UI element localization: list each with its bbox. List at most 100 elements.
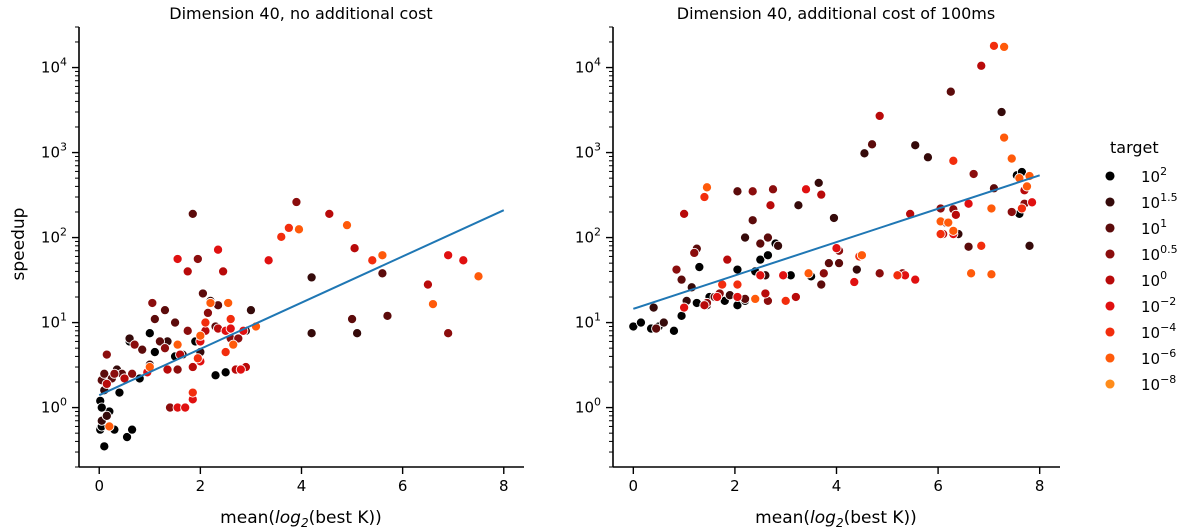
data-point — [473, 271, 484, 282]
data-point — [996, 106, 1007, 118]
legend-marker — [1104, 352, 1116, 364]
data-point — [202, 307, 213, 318]
legend-label-base: 10 — [1141, 168, 1160, 186]
left-x-tick-label: 2 — [196, 477, 206, 495]
y-tick-base: 10 — [575, 314, 594, 332]
legend-label: 102 — [1141, 165, 1167, 186]
data-point — [220, 347, 231, 358]
legend-label-exponent: 1.5 — [1160, 191, 1178, 204]
data-point — [306, 272, 317, 283]
data-point — [99, 368, 110, 379]
data-point — [220, 367, 231, 378]
data-point — [755, 254, 766, 265]
legend-label: 101 — [1141, 217, 1167, 238]
data-point — [427, 299, 439, 310]
legend-label-exponent: −8 — [1160, 373, 1176, 386]
left-x-tick-label: 8 — [499, 477, 509, 495]
data-point — [1024, 240, 1035, 251]
y-tick-exponent: 3 — [60, 141, 67, 154]
legend-label: 10−2 — [1141, 295, 1176, 316]
left-x-tick-label: 6 — [398, 477, 408, 495]
data-point — [170, 317, 181, 328]
data-point — [651, 323, 662, 334]
legend-label: 10−4 — [1141, 321, 1176, 342]
data-point — [101, 410, 112, 421]
y-tick-exponent: 1 — [594, 311, 601, 324]
data-point — [159, 305, 171, 316]
data-point — [831, 243, 842, 254]
data-point — [816, 279, 827, 290]
data-point — [306, 328, 317, 339]
data-point — [101, 349, 112, 360]
data-point — [210, 370, 221, 381]
data-point — [732, 186, 743, 197]
data-point — [750, 293, 761, 304]
data-point — [147, 297, 158, 309]
legend-label: 10−8 — [1141, 373, 1176, 394]
data-point — [676, 274, 687, 285]
data-point — [443, 328, 454, 339]
data-point — [849, 276, 860, 288]
right-y-tick-label: 100 — [575, 396, 601, 417]
y-tick-base: 10 — [41, 399, 60, 417]
data-point — [377, 250, 388, 261]
data-point — [127, 424, 138, 435]
y-tick-base: 10 — [575, 144, 594, 162]
data-point — [443, 250, 454, 261]
left-chart-title: Dimension 40, no additional cost — [169, 4, 432, 23]
data-point — [195, 330, 206, 341]
data-point — [101, 378, 112, 389]
data-point — [658, 317, 669, 328]
data-point — [762, 250, 773, 261]
right-x-axis-label-prefix: mean( — [755, 508, 810, 528]
data-point — [828, 212, 840, 224]
legend-label-exponent: −4 — [1160, 321, 1176, 334]
legend-label-base: 10 — [1141, 246, 1160, 264]
data-point — [935, 229, 946, 240]
data-point — [780, 295, 791, 306]
data-point — [910, 140, 921, 151]
data-point — [1006, 206, 1017, 218]
left-y-tick-label: 102 — [41, 226, 67, 247]
left-x-axis-label-log: log — [275, 508, 301, 528]
data-point — [367, 255, 378, 266]
right-x-tick-label: 8 — [1035, 477, 1045, 495]
data-point — [732, 291, 743, 303]
legend-label-exponent: 0 — [1160, 269, 1167, 282]
left-x-tick-label: 4 — [297, 477, 307, 495]
right-x-axis-label-log: log — [810, 508, 836, 528]
data-point — [767, 184, 779, 195]
y-tick-base: 10 — [575, 229, 594, 247]
right-x-tick-label: 4 — [832, 477, 842, 495]
data-point — [182, 266, 193, 277]
legend-label-exponent: 0.5 — [1160, 243, 1178, 256]
data-point — [291, 196, 302, 208]
y-tick-exponent: 2 — [594, 226, 601, 239]
data-point — [180, 402, 191, 413]
data-point — [377, 268, 388, 279]
data-point — [816, 189, 827, 200]
data-point — [635, 317, 646, 328]
left-x-axis-label-suffix: (best K)) — [309, 508, 382, 528]
right-y-tick-label: 104 — [575, 56, 601, 77]
data-point — [245, 305, 256, 316]
data-point — [382, 310, 393, 321]
data-point — [793, 200, 804, 211]
data-point — [712, 291, 723, 303]
legend-title: target — [1110, 138, 1159, 157]
right-x-tick-label: 0 — [629, 477, 639, 495]
legend-label-exponent: 1 — [1160, 217, 1167, 230]
right-y-tick-label: 101 — [575, 311, 601, 332]
data-point — [96, 402, 107, 413]
data-point — [773, 240, 784, 251]
data-point — [892, 270, 903, 281]
data-point — [235, 364, 246, 375]
legend-label-exponent: −6 — [1160, 347, 1176, 360]
data-point — [352, 328, 363, 339]
data-point — [963, 241, 974, 252]
data-point — [225, 314, 236, 325]
data-point — [867, 139, 878, 150]
data-point — [182, 325, 193, 336]
left-x-axis-label-prefix: mean( — [220, 508, 275, 528]
